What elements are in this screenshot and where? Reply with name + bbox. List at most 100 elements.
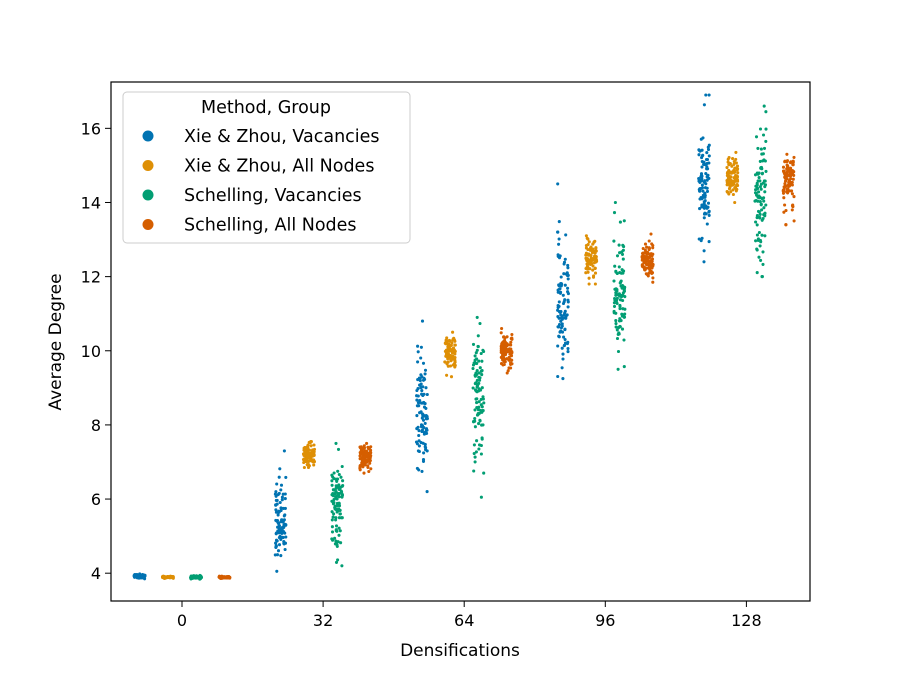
data-point — [758, 212, 762, 216]
data-point — [558, 310, 562, 314]
data-point — [735, 175, 740, 179]
data-point — [474, 450, 478, 454]
data-point — [783, 171, 787, 175]
data-point — [782, 188, 786, 192]
data-point — [705, 175, 709, 179]
data-point — [473, 408, 477, 412]
data-point — [651, 246, 655, 250]
data-point — [471, 420, 476, 424]
data-point — [504, 350, 508, 355]
data-point — [790, 208, 794, 212]
data-point — [704, 93, 708, 97]
legend-entry-label: Schelling, All Nodes — [184, 216, 357, 236]
data-point — [330, 518, 334, 522]
data-point — [704, 182, 708, 186]
data-point — [274, 541, 278, 545]
data-point — [275, 569, 279, 573]
data-point — [584, 271, 588, 275]
data-point — [612, 279, 616, 283]
data-point — [418, 379, 422, 383]
legend-entries: Xie & Zhou, Vacancies Xie & Zhou, All Nod… — [142, 127, 380, 236]
data-point — [727, 192, 731, 196]
data-point — [136, 576, 140, 580]
data-point — [417, 429, 421, 433]
data-point — [274, 490, 278, 494]
data-point — [473, 354, 477, 358]
data-point — [733, 200, 737, 205]
y-tick-label: 14 — [81, 193, 101, 212]
data-point — [557, 322, 562, 327]
data-point — [556, 230, 560, 234]
data-point — [566, 350, 570, 354]
data-point — [337, 526, 341, 530]
data-point — [415, 427, 419, 431]
data-point — [763, 185, 767, 189]
data-point — [618, 294, 622, 298]
data-point — [556, 305, 560, 310]
data-point — [727, 187, 732, 191]
data-point — [702, 160, 706, 164]
series-points — [160, 150, 740, 580]
data-point — [556, 325, 560, 329]
data-point — [502, 335, 506, 339]
data-point — [423, 372, 427, 376]
data-point — [763, 159, 767, 163]
data-point — [759, 240, 763, 244]
data-point — [279, 554, 283, 558]
data-point — [450, 341, 454, 345]
data-point — [618, 251, 622, 255]
data-point — [415, 466, 419, 470]
data-point — [698, 197, 702, 201]
data-point — [707, 209, 711, 213]
data-point — [648, 260, 652, 264]
data-point — [312, 463, 316, 467]
data-point — [647, 239, 651, 243]
data-point — [615, 301, 619, 305]
data-point — [565, 313, 569, 317]
data-point — [593, 271, 598, 275]
data-point — [449, 375, 454, 379]
data-point — [563, 311, 567, 315]
data-point — [566, 300, 570, 304]
data-point — [702, 216, 706, 220]
data-point — [763, 190, 767, 194]
data-point — [422, 451, 426, 455]
data-point — [341, 479, 345, 483]
data-point — [791, 163, 795, 167]
data-point — [418, 383, 422, 387]
data-point — [482, 471, 486, 475]
data-point — [585, 236, 589, 240]
data-point — [706, 147, 711, 152]
data-point — [337, 533, 341, 537]
data-point — [424, 448, 428, 452]
data-point — [471, 366, 475, 371]
data-point — [416, 360, 420, 364]
data-point — [785, 169, 789, 174]
data-point — [620, 252, 625, 256]
data-point — [334, 528, 338, 532]
data-point — [338, 529, 342, 533]
data-point — [276, 549, 281, 553]
data-point — [502, 362, 506, 367]
data-point — [561, 293, 565, 297]
data-point — [500, 326, 504, 331]
data-point — [588, 260, 592, 264]
data-point — [339, 541, 343, 545]
data-point — [415, 442, 419, 446]
data-point — [787, 180, 791, 184]
data-point — [366, 451, 370, 456]
data-point — [617, 332, 621, 336]
data-point — [365, 458, 369, 462]
data-point — [305, 463, 309, 467]
data-point — [563, 341, 568, 345]
x-tick-label: 64 — [454, 611, 474, 630]
data-point — [557, 220, 561, 224]
data-point — [479, 351, 483, 356]
data-point — [331, 502, 335, 506]
data-point — [729, 190, 733, 194]
data-point — [701, 189, 705, 193]
points-layer — [132, 93, 796, 581]
data-point — [585, 265, 589, 269]
